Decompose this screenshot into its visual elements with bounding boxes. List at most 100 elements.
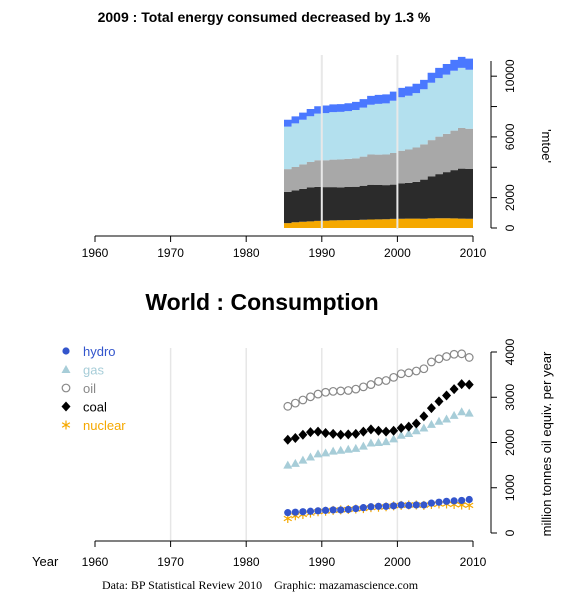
point-hydro [329, 506, 337, 514]
point-coal [283, 434, 293, 445]
point-gas [404, 428, 414, 437]
x-tick-label: 1990 [308, 246, 335, 260]
x-tick-label: 2010 [460, 246, 487, 260]
legend-label-gas: gas [83, 363, 104, 378]
point-oil [336, 386, 346, 396]
point-oil [411, 366, 421, 376]
point-gas [464, 408, 474, 417]
point-oil [306, 392, 315, 402]
point-hydro [390, 502, 398, 510]
x-tick-label: 1970 [157, 246, 184, 260]
point-oil [298, 395, 308, 405]
point-coal [381, 426, 391, 437]
point-coal [321, 427, 331, 438]
point-oil [464, 353, 474, 362]
point-coal [411, 418, 421, 429]
y-tick-label: 6000 [503, 123, 517, 150]
chart2-legend: hydro gas oil coal nuclear [61, 344, 126, 433]
point-hydro [420, 501, 428, 509]
x-tick-label: 1970 [157, 555, 184, 569]
point-hydro [374, 502, 383, 510]
point-gas [358, 441, 368, 450]
point-oil [396, 369, 406, 379]
point-gas [298, 455, 308, 464]
point-hydro [321, 506, 330, 514]
y-tick-label: 4000 [503, 338, 517, 365]
point-oil [358, 382, 368, 392]
area-gas [284, 127, 473, 192]
point-oil [313, 389, 323, 399]
point-coal [434, 396, 444, 407]
legend-marker-gas [61, 365, 71, 373]
point-gas [351, 443, 361, 452]
legend-marker-hydro [62, 347, 70, 355]
point-coal [366, 424, 376, 435]
x-tick-label: 2000 [384, 555, 411, 569]
point-oil [381, 376, 391, 385]
y-tick-label: 10000 [503, 59, 517, 93]
point-gas [457, 407, 467, 416]
point-hydro [427, 499, 436, 507]
point-gas [321, 448, 331, 457]
point-hydro [442, 497, 451, 505]
legend-label-coal: coal [83, 400, 107, 415]
y-tick-label: 3000 [503, 384, 517, 411]
y-tick-label: 1000 [503, 474, 517, 501]
point-hydro [299, 508, 307, 516]
point-hydro [314, 507, 322, 515]
point-oil [427, 357, 436, 367]
point-coal [464, 379, 474, 390]
point-hydro [382, 502, 390, 510]
chart1-stacked-area [284, 56, 473, 228]
point-oil [283, 401, 293, 411]
point-coal [374, 425, 383, 436]
point-coal [298, 429, 308, 440]
point-coal [336, 429, 346, 440]
point-gas [305, 452, 315, 461]
point-coal [305, 427, 315, 438]
point-coal [351, 428, 361, 439]
point-hydro [306, 507, 315, 515]
x-tick-label: 2010 [460, 555, 487, 569]
point-gas [389, 434, 399, 443]
point-hydro [435, 498, 443, 506]
point-gas [411, 426, 421, 435]
x-tick-label: 1980 [233, 555, 260, 569]
chart2-points [283, 349, 474, 524]
area-hydro [284, 56, 473, 127]
chart2-title: World : Consumption [145, 289, 378, 315]
y-tick-label: 2000 [503, 184, 517, 211]
point-coal [343, 429, 353, 440]
point-oil [351, 384, 361, 394]
legend-label-hydro: hydro [83, 344, 116, 359]
chart2-x-axis-label: Year [32, 554, 59, 569]
point-oil [442, 352, 451, 361]
x-tick-label: 1990 [308, 555, 335, 569]
y-tick-label: 0 [503, 224, 517, 231]
point-coal [442, 390, 452, 401]
chart2-y-ticks: 0 1000 2000 3000 4000 [491, 338, 517, 536]
point-hydro [291, 508, 299, 516]
point-oil [419, 364, 429, 374]
point-hydro [465, 495, 473, 504]
chart1-title: 2009 : Total energy consumed decreased b… [98, 9, 431, 25]
point-coal [419, 411, 429, 422]
point-coal [313, 426, 323, 437]
point-gas [381, 437, 391, 446]
source-credit: Data: BP Statistical Review 2010 Graphic… [102, 578, 419, 592]
point-gas [374, 438, 383, 446]
legend-marker-oil [61, 383, 71, 393]
point-hydro [352, 504, 360, 513]
point-oil [434, 354, 444, 364]
point-hydro [367, 503, 375, 511]
point-gas [313, 449, 323, 458]
x-tick-label: 1960 [82, 246, 109, 260]
legend-marker-coal [61, 401, 71, 412]
chart1-y-ticks: 0 2000 6000 10000 [491, 59, 517, 231]
point-coal [389, 425, 399, 436]
point-gas [343, 444, 353, 453]
point-gas [290, 458, 300, 467]
point-gas [419, 423, 429, 432]
point-gas [283, 460, 293, 469]
